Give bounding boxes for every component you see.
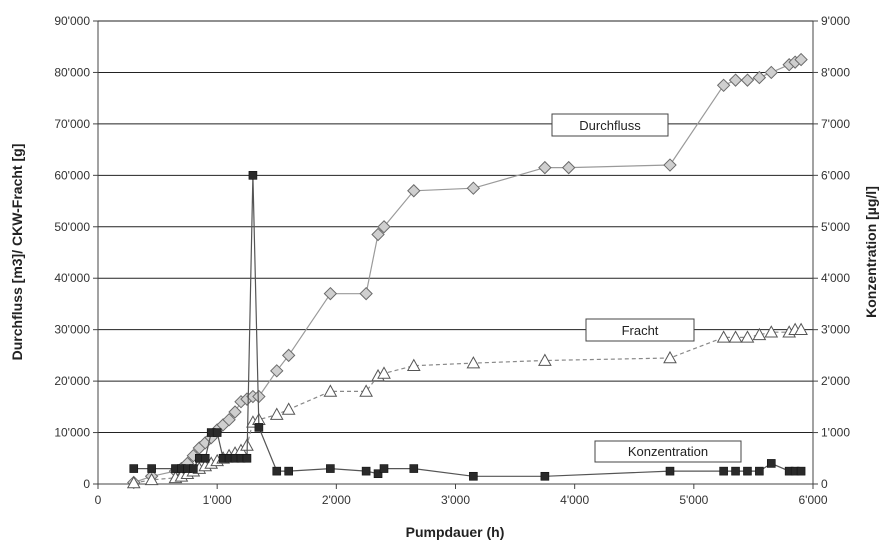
x-axis-title: Pumpdauer (h) <box>406 524 505 540</box>
point-konzentration-26 <box>666 467 674 475</box>
y-left-tick-label-9: 90'000 <box>54 14 90 28</box>
point-konzentration-30 <box>755 467 763 475</box>
point-konzentration-7 <box>201 454 209 462</box>
point-konzentration-0 <box>130 465 138 473</box>
point-konzentration-29 <box>743 467 751 475</box>
point-fracht-18 <box>283 403 295 414</box>
y-right-tick-label-5: 5'000 <box>821 220 850 234</box>
axes-layer <box>93 21 818 489</box>
point-konzentration-1 <box>148 465 156 473</box>
point-durchfluss-18 <box>283 349 295 361</box>
point-fracht-27 <box>718 331 730 342</box>
y-right-tick-label-1: 1'000 <box>821 426 850 440</box>
point-durchfluss-24 <box>467 182 479 194</box>
point-konzentration-14 <box>243 454 251 462</box>
y-right-tick-label-7: 7'000 <box>821 117 850 131</box>
x-tick-label-5: 5'000 <box>679 493 708 507</box>
point-durchfluss-26 <box>563 162 575 174</box>
point-konzentration-19 <box>326 465 334 473</box>
point-fracht-29 <box>741 331 753 342</box>
callout-durchfluss: Durchfluss <box>552 114 668 136</box>
callout-durchfluss-label: Durchfluss <box>579 118 641 133</box>
y-left-tick-label-4: 40'000 <box>54 271 90 285</box>
point-fracht-17 <box>271 409 283 420</box>
point-konzentration-28 <box>732 467 740 475</box>
point-fracht-26 <box>664 352 676 363</box>
y-left-tick-label-2: 20'000 <box>54 374 90 388</box>
point-konzentration-20 <box>362 467 370 475</box>
point-durchfluss-17 <box>271 365 283 377</box>
y-left-tick-label-6: 60'000 <box>54 168 90 182</box>
callout-konzentration: Konzentration <box>595 441 741 462</box>
y-left-tick-label-7: 70'000 <box>54 117 90 131</box>
point-konzentration-22 <box>380 465 388 473</box>
point-fracht-24 <box>467 357 479 368</box>
y-left-tick-label-0: 0 <box>83 477 90 491</box>
y-axis-right-title: Konzentration [µg/l] <box>863 186 879 318</box>
point-durchfluss-32 <box>765 66 777 78</box>
y-right-tick-label-9: 9'000 <box>821 14 850 28</box>
point-konzentration-18 <box>285 467 293 475</box>
y-right-tick-label-2: 2'000 <box>821 374 850 388</box>
series-layer <box>128 54 807 489</box>
y-right-tick-label-8: 8'000 <box>821 65 850 79</box>
point-konzentration-15 <box>249 171 257 179</box>
point-fracht-28 <box>730 331 742 342</box>
y-right-tick-label-3: 3'000 <box>821 323 850 337</box>
point-konzentration-27 <box>720 467 728 475</box>
x-tick-label-4: 4'000 <box>560 493 589 507</box>
point-konzentration-17 <box>273 467 281 475</box>
grid-layer <box>98 21 813 433</box>
point-konzentration-31 <box>767 459 775 467</box>
series-line-konzentration <box>134 175 801 476</box>
point-durchfluss-30 <box>741 74 753 86</box>
point-durchfluss-27 <box>664 159 676 171</box>
point-konzentration-24 <box>469 472 477 480</box>
point-durchfluss-29 <box>730 74 742 86</box>
point-durchfluss-31 <box>753 72 765 84</box>
y-right-tick-label-4: 4'000 <box>821 271 850 285</box>
x-tick-label-0: 0 <box>95 493 102 507</box>
y-left-tick-label-8: 80'000 <box>54 65 90 79</box>
x-tick-label-1: 1'000 <box>203 493 232 507</box>
x-tick-label-2: 2'000 <box>322 493 351 507</box>
point-konzentration-25 <box>541 472 549 480</box>
point-durchfluss-25 <box>539 162 551 174</box>
point-konzentration-9 <box>213 429 221 437</box>
point-durchfluss-20 <box>360 288 372 300</box>
y-left-tick-label-1: 10'000 <box>54 426 90 440</box>
callout-fracht-label: Fracht <box>622 323 659 338</box>
y-axis-left-title: Durchfluss [m3]/ CKW-Fracht [g] <box>9 144 25 361</box>
point-konzentration-34 <box>797 467 805 475</box>
y-right-tick-label-0: 0 <box>821 477 828 491</box>
x-tick-label-3: 3'000 <box>441 493 470 507</box>
y-left-tick-label-5: 50'000 <box>54 220 90 234</box>
callout-fracht: Fracht <box>586 319 694 341</box>
point-durchfluss-19 <box>324 288 336 300</box>
y-left-tick-label-3: 30'000 <box>54 323 90 337</box>
point-konzentration-23 <box>410 465 418 473</box>
point-durchfluss-28 <box>718 79 730 91</box>
point-konzentration-16 <box>255 423 263 431</box>
y-right-tick-label-6: 6'000 <box>821 168 850 182</box>
callout-konzentration-label: Konzentration <box>628 444 708 459</box>
x-tick-label-6: 6'000 <box>799 493 828 507</box>
point-konzentration-5 <box>189 465 197 473</box>
